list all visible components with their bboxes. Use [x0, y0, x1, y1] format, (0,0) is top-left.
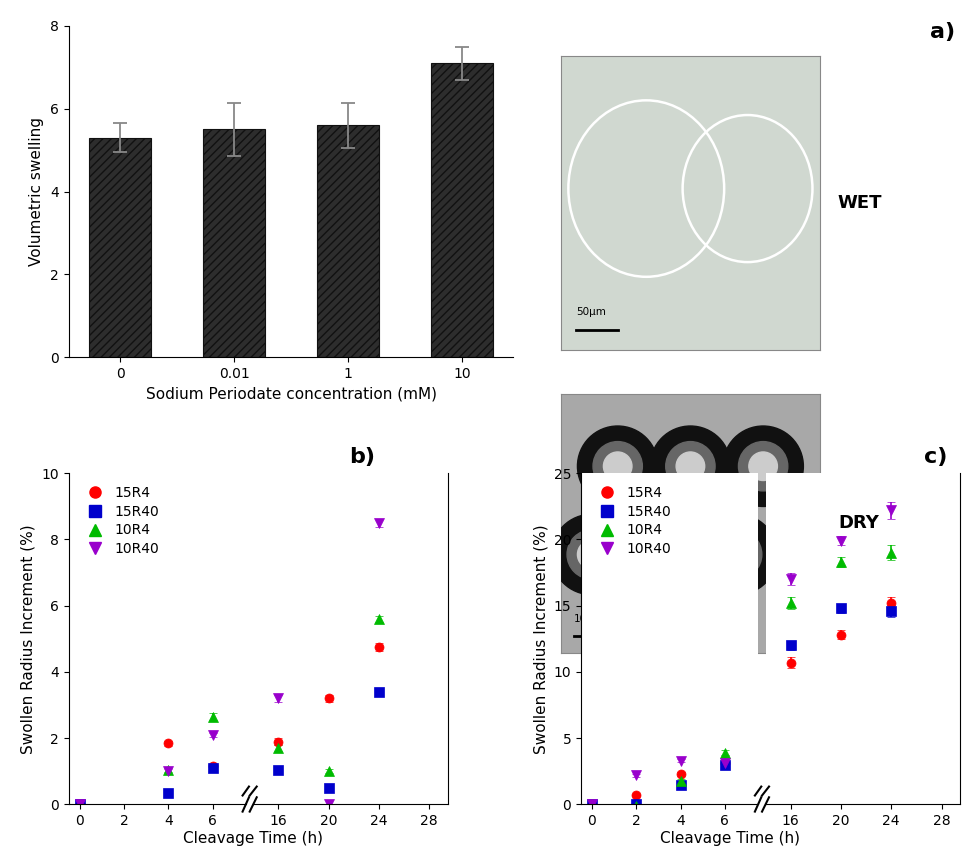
Circle shape	[665, 597, 715, 646]
Circle shape	[624, 514, 705, 595]
Circle shape	[749, 452, 777, 480]
Circle shape	[567, 529, 616, 580]
Circle shape	[604, 452, 632, 480]
Text: Cleavage Time (h): Cleavage Time (h)	[183, 831, 322, 846]
Circle shape	[650, 540, 679, 569]
X-axis label: Sodium Periodate concentration (mM): Sodium Periodate concentration (mM)	[146, 387, 436, 401]
Circle shape	[640, 529, 689, 580]
Circle shape	[577, 540, 606, 569]
Circle shape	[593, 441, 642, 490]
Bar	[317, 125, 379, 357]
Circle shape	[665, 441, 715, 490]
Circle shape	[552, 514, 632, 595]
Bar	[89, 138, 152, 357]
Circle shape	[697, 514, 777, 595]
Y-axis label: Swollen Radius Increment (%): Swollen Radius Increment (%)	[21, 524, 35, 753]
Circle shape	[676, 452, 705, 480]
Circle shape	[712, 529, 761, 580]
Legend: 15R4, 15R40, 10R4, 10R40: 15R4, 15R40, 10R4, 10R40	[588, 480, 677, 561]
Y-axis label: Volumetric swelling: Volumetric swelling	[29, 117, 44, 266]
Text: a): a)	[930, 22, 956, 42]
Bar	[430, 63, 493, 357]
Circle shape	[739, 441, 788, 490]
Y-axis label: Swollen Radius Increment (%): Swollen Radius Increment (%)	[533, 524, 548, 753]
Circle shape	[723, 426, 804, 506]
Circle shape	[650, 426, 731, 506]
Text: b): b)	[350, 447, 375, 467]
Circle shape	[650, 581, 731, 663]
Text: WET: WET	[838, 195, 882, 212]
Text: DRY: DRY	[838, 515, 879, 532]
Circle shape	[577, 426, 658, 506]
Circle shape	[676, 607, 705, 636]
Legend: 15R4, 15R40, 10R4, 10R40: 15R4, 15R40, 10R4, 10R40	[75, 480, 165, 561]
Text: c): c)	[924, 447, 948, 467]
Circle shape	[723, 540, 752, 569]
Text: Cleavage Time (h): Cleavage Time (h)	[661, 831, 800, 846]
Text: 50μm: 50μm	[576, 307, 606, 317]
Bar	[203, 130, 266, 357]
Text: 10μm: 10μm	[573, 614, 604, 624]
